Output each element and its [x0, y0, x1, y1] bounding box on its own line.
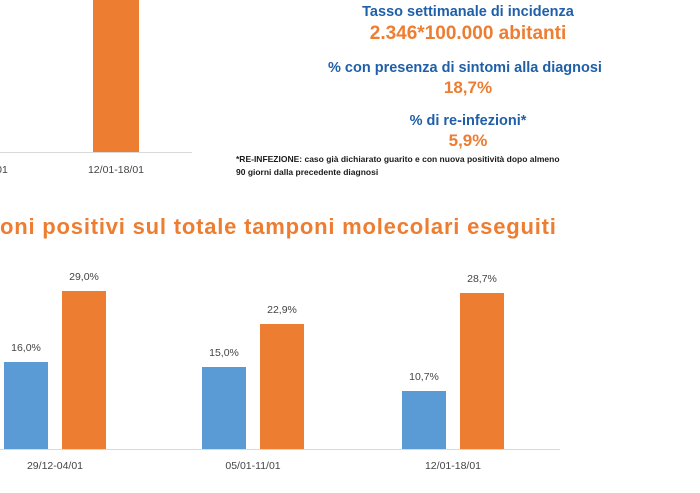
top-chart-tick-right: 12/01-18/01	[87, 164, 145, 176]
top-chart-axis	[0, 152, 192, 153]
data-label-orange-1: 29,0%	[69, 271, 99, 283]
bar-blue-2	[202, 367, 246, 449]
data-label-orange-3: 28,7%	[467, 273, 497, 285]
positivity-chart: 16,0% 29,0% 29/12-04/01 15,0% 22,9% 05/01-11/…	[0, 250, 700, 493]
bar-orange-3	[460, 293, 504, 449]
x-tick-label-3: 12/01-18/01	[424, 460, 482, 472]
reinfection-footnote-line1: *RE-INFEZIONE: caso già dichiarato guari…	[236, 154, 560, 164]
reinfection-label: % di re-infezioni*	[409, 113, 527, 129]
section-title: oni positivi sul totale tamponi molecola…	[0, 214, 557, 239]
incidence-value: 2.346*100.000 abitanti	[369, 23, 567, 44]
reinfection-value: 5,9%	[448, 131, 488, 150]
data-label-blue-1: 16,0%	[11, 342, 41, 354]
data-label-blue-2: 15,0%	[209, 347, 239, 359]
data-label-blue-3: 10,7%	[409, 371, 439, 383]
bar-blue-3	[402, 391, 446, 449]
symptoms-label: % con presenza di sintomi alla diagnosi	[328, 60, 602, 76]
incidence-label: Tasso settimanale di incidenza	[362, 4, 574, 20]
top-chart: 01 12/01-18/01	[0, 0, 200, 176]
data-label-orange-2: 22,9%	[267, 304, 297, 316]
chart-axis	[0, 449, 560, 450]
symptoms-value: 18,7%	[443, 78, 493, 97]
top-chart-bar	[93, 0, 139, 152]
bar-orange-2	[260, 324, 304, 449]
bar-blue-1	[4, 362, 48, 449]
top-chart-tick-left: 01	[0, 164, 8, 176]
x-tick-label-1: 29/12-04/01	[26, 460, 84, 472]
reinfection-footnote-line2: 90 giorni dalla precedente diagnosi	[236, 167, 379, 177]
bar-orange-1	[62, 291, 106, 449]
x-tick-label-2: 05/01-11/01	[225, 460, 281, 472]
